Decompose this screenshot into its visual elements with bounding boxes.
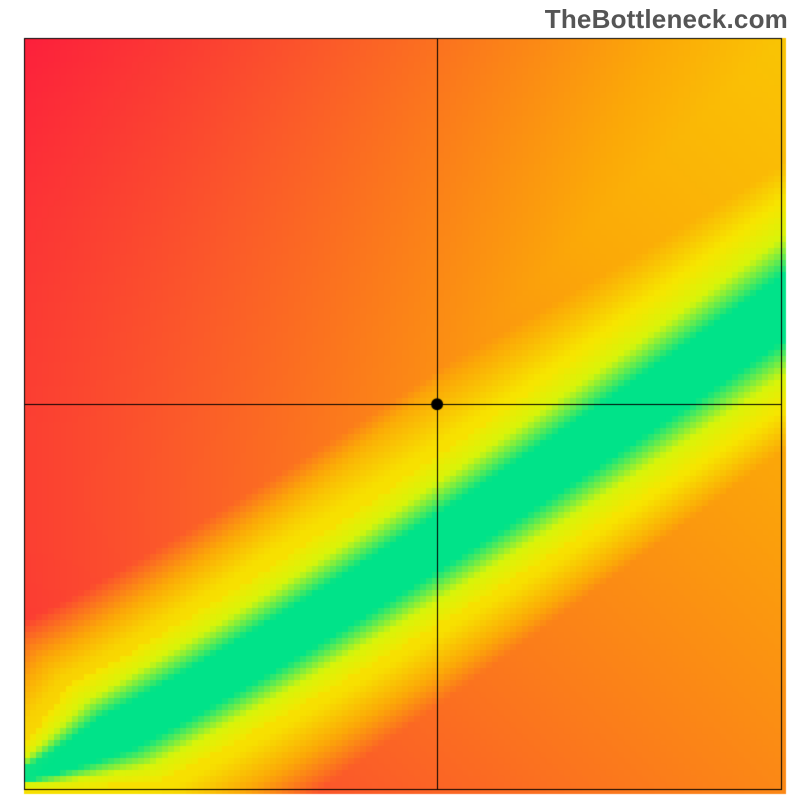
bottleneck-heatmap-chart	[0, 0, 800, 800]
watermark-text: TheBottleneck.com	[545, 4, 788, 35]
